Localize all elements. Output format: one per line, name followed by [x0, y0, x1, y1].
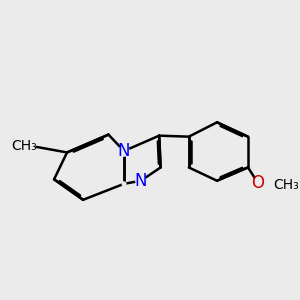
Circle shape: [136, 176, 146, 186]
Text: O: O: [251, 174, 264, 192]
Circle shape: [122, 182, 126, 186]
Text: CH₃: CH₃: [11, 139, 37, 153]
Circle shape: [253, 178, 263, 188]
Circle shape: [119, 146, 129, 156]
Text: CH₃: CH₃: [273, 178, 298, 192]
Text: N: N: [135, 172, 147, 190]
Text: N: N: [118, 142, 130, 160]
